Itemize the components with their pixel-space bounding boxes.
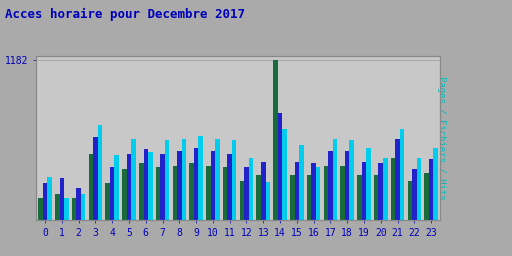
Bar	[408, 181, 412, 220]
Bar	[257, 175, 261, 220]
Bar	[333, 138, 337, 220]
Bar	[194, 148, 198, 220]
Bar	[165, 140, 169, 220]
Bar	[115, 155, 119, 220]
Bar	[374, 175, 378, 220]
Bar	[110, 167, 115, 220]
Bar	[47, 177, 52, 220]
Bar	[182, 138, 186, 220]
Bar	[357, 175, 361, 220]
Bar	[64, 198, 69, 220]
Bar	[232, 140, 237, 220]
Bar	[89, 154, 93, 220]
Bar	[98, 125, 102, 220]
Bar	[122, 168, 127, 220]
Bar	[278, 113, 282, 220]
Bar	[215, 138, 220, 220]
Bar	[210, 151, 215, 220]
Bar	[400, 129, 404, 220]
Bar	[294, 162, 299, 220]
Bar	[177, 151, 182, 220]
Bar	[139, 163, 143, 220]
Bar	[156, 167, 160, 220]
Bar	[366, 148, 371, 220]
Bar	[76, 188, 81, 220]
Bar	[307, 175, 311, 220]
Y-axis label: Pages / Fichiers / Hits: Pages / Fichiers / Hits	[437, 77, 446, 200]
Bar	[417, 158, 421, 220]
Bar	[206, 166, 210, 220]
Bar	[361, 162, 366, 220]
Bar	[43, 184, 47, 220]
Bar	[266, 182, 270, 220]
Bar	[395, 138, 400, 220]
Bar	[378, 163, 383, 220]
Bar	[93, 137, 98, 220]
Bar	[81, 194, 86, 220]
Bar	[38, 198, 43, 220]
Bar	[173, 166, 177, 220]
Bar	[349, 140, 354, 220]
Bar	[223, 167, 227, 220]
Bar	[299, 145, 304, 220]
Bar	[324, 166, 328, 220]
Bar	[72, 198, 76, 220]
Bar	[261, 162, 266, 220]
Bar	[412, 168, 417, 220]
Bar	[391, 158, 395, 220]
Bar	[433, 148, 438, 220]
Bar	[240, 181, 244, 220]
Bar	[340, 166, 345, 220]
Bar	[244, 167, 249, 220]
Bar	[131, 138, 136, 220]
Bar	[290, 175, 294, 220]
Bar	[55, 194, 59, 220]
Bar	[198, 136, 203, 220]
Bar	[424, 173, 429, 220]
Bar	[311, 163, 316, 220]
Bar	[328, 151, 333, 220]
Bar	[383, 158, 388, 220]
Bar	[316, 167, 321, 220]
Bar	[127, 154, 131, 220]
Bar	[59, 178, 64, 220]
Bar	[249, 158, 253, 220]
Bar	[189, 163, 194, 220]
Bar	[143, 150, 148, 220]
Bar	[273, 60, 278, 220]
Bar	[105, 184, 110, 220]
Bar	[282, 129, 287, 220]
Bar	[148, 152, 153, 220]
Bar	[345, 151, 349, 220]
Bar	[160, 154, 165, 220]
Text: Acces horaire pour Decembre 2017: Acces horaire pour Decembre 2017	[5, 8, 245, 21]
Bar	[429, 159, 433, 220]
Bar	[227, 154, 232, 220]
